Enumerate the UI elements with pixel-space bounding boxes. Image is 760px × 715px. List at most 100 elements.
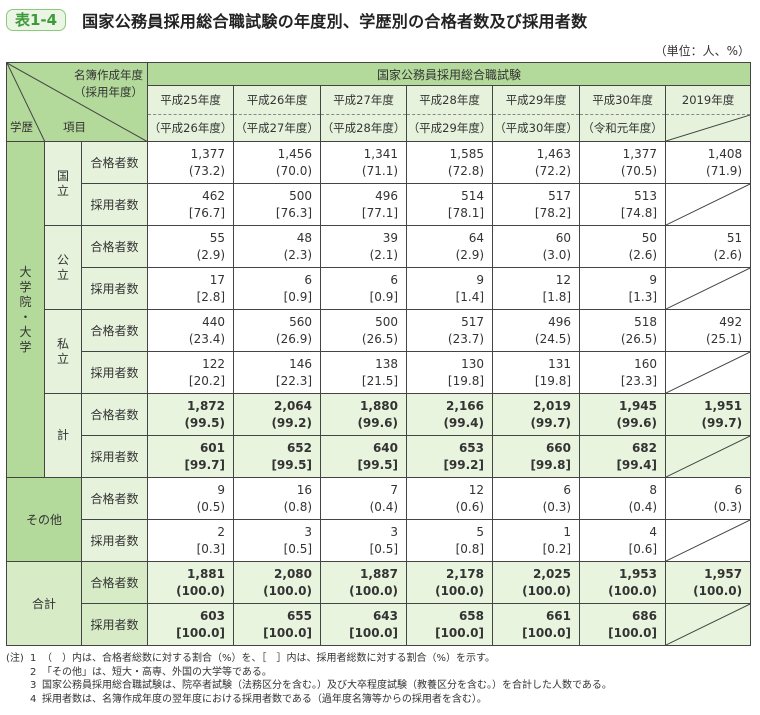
count-value: 658 bbox=[458, 608, 485, 623]
item-hire-label: 採用者数 bbox=[80, 519, 149, 562]
pass-count-cell: 48 (2.3) bbox=[233, 225, 322, 268]
hire-count-cell: 160 [23.3] bbox=[579, 351, 667, 394]
percent-value: [100.0] bbox=[608, 625, 658, 640]
percent-value: (70.5) bbox=[620, 163, 658, 178]
pass-count-cell: 440 (23.4) bbox=[147, 309, 235, 352]
percent-value: [0.6] bbox=[628, 541, 658, 556]
count-value: 603 bbox=[199, 608, 226, 623]
percent-value: (71.9) bbox=[706, 163, 743, 178]
percent-value: [99.4] bbox=[616, 457, 658, 472]
count-value: 1,585 bbox=[449, 146, 485, 161]
percent-value: (0.5) bbox=[196, 499, 226, 514]
hire-count-cell: 643 [100.0] bbox=[320, 603, 408, 646]
percent-value: (0.8) bbox=[283, 499, 313, 514]
footnote-item: (注) 1 （ ）内は、合格者総数に対する割合（%）を、［ ］内は、採用者総数に対す… bbox=[6, 652, 612, 666]
pass-count-cell: 496 (24.5) bbox=[492, 309, 581, 352]
count-value: 5 bbox=[476, 524, 485, 539]
percent-value: (72.2) bbox=[534, 163, 572, 178]
count-value: 3 bbox=[304, 524, 313, 539]
footnote-item: 2 「その他」は、短大・高専、外国の大学等である。 bbox=[6, 666, 612, 680]
count-value: 7 bbox=[390, 482, 399, 497]
percent-value: (100.0) bbox=[349, 583, 399, 598]
table-row: 採用者数 603 [100.0] 655 [100.0] 643 [100.0] 658 [10… bbox=[7, 603, 752, 646]
count-value: 1 bbox=[563, 524, 572, 539]
hire-count-cell: 514 [78.1] bbox=[406, 183, 494, 226]
count-value: 1,377 bbox=[622, 146, 658, 161]
hire-count-cell: 17 [2.8] bbox=[147, 267, 235, 310]
count-value: 51 bbox=[726, 230, 743, 245]
column-header-hire-year: （令和元年度） bbox=[579, 114, 667, 142]
hire-count-cell: 496 [77.1] bbox=[320, 183, 408, 226]
count-value: 440 bbox=[202, 314, 226, 329]
empty-cell bbox=[665, 351, 752, 394]
percent-value: [78.2] bbox=[534, 205, 572, 220]
percent-value: [1.3] bbox=[628, 289, 658, 304]
percent-value: [99.8] bbox=[530, 457, 572, 472]
count-value: 131 bbox=[548, 356, 572, 371]
percent-value: (0.4) bbox=[369, 499, 399, 514]
percent-value: [19.8] bbox=[447, 373, 485, 388]
pass-count-cell: 9 (0.5) bbox=[147, 477, 235, 520]
hire-year-label: （採用年度） bbox=[74, 85, 144, 99]
footnote-text: （ ）内は、合格者総数に対する割合（%）を、［ ］内は、採用者総数に対する割合（… bbox=[42, 653, 496, 664]
footnote-item: 3 国家公務員採用総合職試験は、院卒者試験（法務区分を含む。）及び大卒程度試験（教… bbox=[6, 679, 612, 693]
count-value: 660 bbox=[545, 440, 572, 455]
hire-count-cell: 6 [0.9] bbox=[320, 267, 408, 310]
pass-count-cell: 1,377 (73.2) bbox=[147, 141, 235, 184]
percent-value: [100.0] bbox=[349, 625, 399, 640]
percent-value: (23.7) bbox=[447, 331, 485, 346]
percent-value: (26.5) bbox=[361, 331, 399, 346]
hire-count-cell: 462 [76.7] bbox=[147, 183, 235, 226]
pass-count-cell: 518 (26.5) bbox=[579, 309, 667, 352]
category-cell: 公立 bbox=[44, 225, 82, 310]
group-title-header: 国家公務員採用総合職試験 bbox=[147, 62, 752, 86]
count-value: 1,945 bbox=[619, 398, 658, 413]
percent-value: (99.7) bbox=[530, 415, 572, 430]
percent-value: (0.3) bbox=[713, 499, 743, 514]
category-cell: 国立 bbox=[44, 141, 82, 226]
hire-count-cell: 130 [19.8] bbox=[406, 351, 494, 394]
hire-count-cell: 640 [99.5] bbox=[320, 435, 408, 478]
pass-count-cell: 60 (3.0) bbox=[492, 225, 581, 268]
percent-value: (99.6) bbox=[616, 415, 658, 430]
percent-value: (99.6) bbox=[357, 415, 399, 430]
count-value: 50 bbox=[641, 230, 658, 245]
percent-value: (72.8) bbox=[447, 163, 485, 178]
count-value: 9 bbox=[649, 272, 658, 287]
count-value: 513 bbox=[634, 188, 658, 203]
count-value: 6 bbox=[734, 482, 743, 497]
count-value: 2,019 bbox=[533, 398, 572, 413]
count-value: 2 bbox=[217, 524, 226, 539]
count-value: 640 bbox=[372, 440, 399, 455]
pass-count-cell: 2,064 (99.2) bbox=[233, 393, 322, 436]
percent-value: [20.2] bbox=[188, 373, 226, 388]
percent-value: (2.3) bbox=[283, 247, 313, 262]
table-row: その他 合格者数 9 (0.5) 16 (0.8) 7 (0.4) 12 (0.6) 6 (0.3) 8… bbox=[6, 477, 752, 562]
empty-cell bbox=[665, 435, 752, 478]
percent-value: (100.0) bbox=[693, 583, 743, 598]
percent-value: (0.6) bbox=[455, 499, 485, 514]
empty-slash-icon bbox=[666, 520, 750, 561]
table-caption: 表1-4 国家公務員採用総合職試験の年度別、学歴別の合格者数及び採用者数 bbox=[6, 8, 587, 32]
percent-value: (73.2) bbox=[188, 163, 226, 178]
pass-count-cell: 1,377 (70.5) bbox=[579, 141, 667, 184]
item-pass-label: 合格者数 bbox=[80, 393, 149, 436]
empty-slash-icon bbox=[666, 604, 750, 645]
percent-value: [23.3] bbox=[620, 373, 658, 388]
hire-count-cell: 5 [0.8] bbox=[406, 519, 494, 562]
item-hire-label: 採用者数 bbox=[80, 351, 149, 394]
count-value: 500 bbox=[289, 188, 313, 203]
percent-value: (24.5) bbox=[534, 331, 572, 346]
pass-count-cell: 1,408 (71.9) bbox=[665, 141, 752, 184]
diagonal-lines bbox=[7, 63, 148, 142]
hire-count-cell: 658 [100.0] bbox=[406, 603, 494, 646]
percent-value: [100.0] bbox=[522, 625, 572, 640]
hire-count-cell: 146 [22.3] bbox=[233, 351, 322, 394]
column-header-hire-year: （平成26年度） bbox=[147, 114, 235, 142]
unit-label: （単位：人、%） bbox=[654, 44, 750, 58]
count-value: 652 bbox=[286, 440, 313, 455]
hire-count-cell: 122 [20.2] bbox=[147, 351, 235, 394]
count-value: 1,957 bbox=[704, 566, 743, 581]
column-header-year: 平成29年度 bbox=[492, 85, 581, 115]
count-value: 492 bbox=[719, 314, 743, 329]
